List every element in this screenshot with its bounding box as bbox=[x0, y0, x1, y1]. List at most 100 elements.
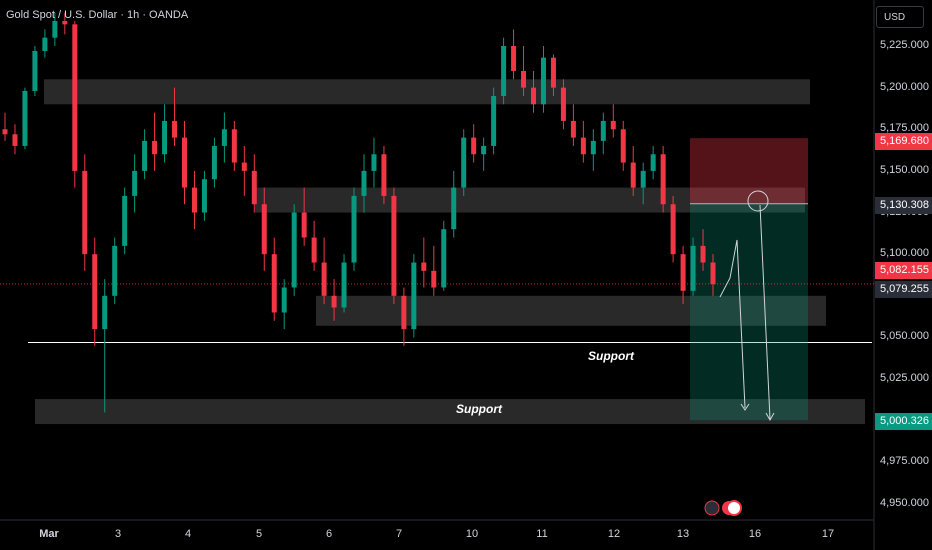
x-tick-label: 7 bbox=[395, 528, 403, 540]
x-tick-label: 3 bbox=[114, 528, 122, 540]
x-tick-label: 16 bbox=[748, 528, 762, 540]
candle-body bbox=[531, 87, 537, 105]
take-profit-zone bbox=[690, 203, 808, 421]
candle-body bbox=[451, 187, 457, 230]
projection-path-2 bbox=[759, 204, 771, 420]
candle-body bbox=[62, 21, 68, 25]
candles bbox=[2, 12, 716, 413]
candle-body bbox=[441, 229, 447, 288]
candle-body bbox=[391, 195, 397, 296]
candle-body bbox=[501, 46, 507, 96]
candle-body bbox=[710, 262, 716, 285]
candle-body bbox=[550, 57, 556, 88]
candle-body bbox=[82, 170, 88, 255]
currency-button[interactable]: USD bbox=[876, 6, 924, 28]
y-tick-label: 5,050.000 bbox=[880, 330, 929, 343]
candle-body bbox=[2, 129, 8, 135]
candle-body bbox=[271, 254, 277, 313]
y-tick-label: 4,975.000 bbox=[880, 455, 929, 468]
y-tick-label: 5,150.000 bbox=[880, 163, 929, 176]
candle-body bbox=[580, 137, 586, 155]
support-label-lower: Support bbox=[456, 402, 502, 416]
y-tick-label: 5,225.000 bbox=[880, 39, 929, 51]
candle-body bbox=[181, 137, 187, 188]
overlays bbox=[704, 190, 775, 516]
candle-body bbox=[152, 140, 158, 155]
candle-body bbox=[670, 204, 676, 255]
candle-body bbox=[361, 170, 367, 196]
candle-body bbox=[132, 170, 138, 196]
candle-body bbox=[650, 154, 656, 171]
x-tick-label: 13 bbox=[676, 528, 690, 540]
x-tick-label: 6 bbox=[325, 528, 333, 540]
candle-body bbox=[172, 120, 178, 138]
y-tick-label: 5,175.000 bbox=[880, 122, 929, 135]
candle-body bbox=[92, 254, 98, 330]
candle-body bbox=[241, 162, 247, 171]
zones bbox=[28, 79, 872, 425]
candle-body bbox=[162, 120, 168, 155]
candle-body bbox=[540, 57, 546, 105]
candle-body bbox=[32, 50, 38, 91]
arrow-head-icon bbox=[765, 412, 775, 422]
candle-body bbox=[331, 295, 337, 308]
stop-price-tag: 5,169.680 bbox=[875, 133, 932, 150]
candle-body bbox=[620, 129, 626, 163]
candle-body bbox=[12, 134, 18, 146]
candle-body bbox=[381, 154, 387, 196]
candle-body bbox=[680, 254, 686, 291]
candle-body bbox=[640, 170, 646, 188]
candle-body bbox=[700, 245, 706, 263]
candle-body bbox=[511, 46, 517, 71]
x-tick-label: 12 bbox=[607, 528, 621, 540]
candle-body bbox=[102, 295, 108, 330]
candle-body bbox=[401, 295, 407, 330]
candle-body bbox=[431, 270, 437, 288]
candle-body bbox=[560, 87, 566, 121]
candle-body bbox=[461, 137, 467, 188]
candle-body bbox=[600, 120, 606, 141]
y-tick-label: 4,950.000 bbox=[880, 497, 929, 509]
support-label-upper: Support bbox=[588, 349, 634, 363]
candle-body bbox=[521, 70, 527, 88]
candle-body bbox=[301, 212, 307, 238]
candle-body bbox=[42, 37, 48, 51]
zone-rect bbox=[44, 79, 810, 105]
candle-body bbox=[371, 154, 377, 171]
candle-body bbox=[72, 24, 78, 171]
arrow-head-icon bbox=[740, 403, 750, 411]
zone-rect bbox=[35, 399, 865, 425]
target-circle bbox=[747, 190, 769, 212]
candle-body bbox=[311, 237, 317, 263]
x-tick-label: 5 bbox=[255, 528, 263, 540]
candle-body bbox=[341, 262, 347, 308]
lightning-icon bbox=[704, 500, 720, 516]
stop-loss-zone bbox=[690, 138, 808, 204]
current-price-tag: 5,082.155 bbox=[875, 262, 932, 279]
zone-rect bbox=[255, 187, 805, 213]
candle-body bbox=[281, 287, 287, 313]
x-tick-label: 11 bbox=[536, 528, 548, 540]
candle-body bbox=[351, 195, 357, 263]
candle-body bbox=[211, 145, 217, 180]
candle-body bbox=[630, 162, 636, 188]
candle-body bbox=[221, 129, 227, 146]
candle-body bbox=[112, 245, 118, 296]
candle-body bbox=[201, 179, 207, 213]
candle-body bbox=[142, 140, 148, 171]
candle-body bbox=[421, 262, 427, 271]
y-tick-label: 5,200.000 bbox=[880, 80, 929, 93]
projection-path-1 bbox=[719, 239, 746, 409]
candle-body bbox=[491, 95, 497, 146]
x-tick-label: 4 bbox=[184, 528, 192, 540]
candle-body bbox=[411, 262, 417, 330]
candle-body bbox=[660, 154, 666, 205]
x-tick-label: Mar bbox=[39, 528, 59, 540]
flag-icon bbox=[726, 500, 742, 516]
y-tick-label: 5,100.000 bbox=[880, 247, 929, 260]
candle-body bbox=[231, 129, 237, 163]
candle-body bbox=[481, 145, 487, 155]
position bbox=[0, 138, 874, 421]
candle-body bbox=[690, 245, 696, 291]
